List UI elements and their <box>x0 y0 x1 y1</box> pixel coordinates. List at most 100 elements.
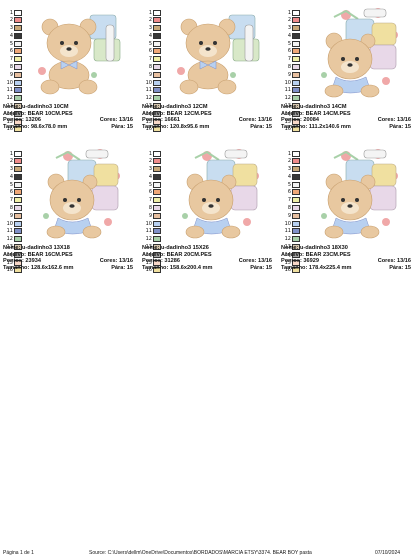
color-swatch-row: 15 <box>5 259 27 266</box>
swatch-color <box>292 95 300 102</box>
swatch-color <box>14 110 22 117</box>
pontos-label: Pontos: <box>281 258 302 265</box>
toy-block <box>93 163 119 187</box>
nome-label: Nome: <box>142 245 160 251</box>
swatch-color <box>153 103 161 110</box>
swatch-number: 2 <box>287 17 291 24</box>
swatch-number: 15 <box>6 259 13 266</box>
design-size: 128.6x162.6 mm <box>30 264 74 271</box>
color-swatch-row: 10 <box>144 79 166 86</box>
swatch-number: 16 <box>6 267 13 274</box>
color-swatch-row: 1 <box>5 150 27 157</box>
swatch-number: 3 <box>9 166 13 173</box>
color-swatch-row: 5 <box>144 181 166 188</box>
color-swatch-row: 11 <box>5 87 27 94</box>
swatch-number: 13 <box>6 103 13 110</box>
color-swatch-row: 11 <box>283 228 305 235</box>
color-swatch-row: 7 <box>283 56 305 63</box>
para-label: Pára: <box>250 123 265 130</box>
swatch-number: 12 <box>6 95 13 102</box>
color-swatch-row: 4 <box>5 173 27 180</box>
swatch-number: 8 <box>148 64 152 71</box>
color-swatch-row: 16 <box>283 267 305 274</box>
swatch-number: 7 <box>148 197 152 204</box>
stitch-count: 13206 <box>25 117 41 124</box>
color-swatch-row: 12 <box>5 236 27 243</box>
swatch-color <box>14 228 22 235</box>
color-swatch-row: 8 <box>144 205 166 212</box>
color-swatch-row: 4 <box>144 173 166 180</box>
design-info: Nome: u-dadinho3 15X26 Arquivo: BEAR 20C… <box>142 245 272 271</box>
swatch-color <box>14 197 22 204</box>
design-name: u-dadinho3 15X26 <box>160 245 209 251</box>
color-swatch-row: 16 <box>283 126 305 133</box>
color-swatch-row: 6 <box>283 189 305 196</box>
nome-label: Nome: <box>281 245 299 251</box>
stop-count: 15 <box>126 264 133 271</box>
stop-count: 15 <box>404 123 411 130</box>
swatch-number: 16 <box>6 126 13 133</box>
swatch-number: 11 <box>284 87 291 94</box>
swatch-number: 7 <box>9 56 13 63</box>
stitch-count: 36929 <box>303 258 319 265</box>
swatch-color <box>14 181 22 188</box>
swatch-color <box>292 236 300 243</box>
swatch-number: 16 <box>145 267 152 274</box>
swatch-color <box>292 259 300 266</box>
bear-design-image <box>321 8 398 98</box>
cores-label: Cores: <box>99 117 118 124</box>
swatch-color <box>153 267 161 274</box>
swatch-color <box>14 220 22 227</box>
arquivo-label: Arquivo: <box>281 251 304 258</box>
color-swatch-row: 14 <box>283 251 305 258</box>
cores-label: Cores: <box>377 258 396 265</box>
swatch-color <box>292 71 300 78</box>
design-name: u-dadinho3 13X18 <box>21 245 70 251</box>
color-swatch-row: 8 <box>283 64 305 71</box>
color-count: 13/16 <box>119 258 133 265</box>
swatch-color <box>14 212 22 219</box>
color-count: 13/16 <box>258 117 272 124</box>
swatch-color <box>14 158 22 165</box>
swatch-color <box>14 259 22 266</box>
swatch-number: 8 <box>9 205 13 212</box>
color-swatch-row: 9 <box>5 212 27 219</box>
color-swatch-row: 10 <box>5 220 27 227</box>
swatch-color <box>14 87 22 94</box>
swatch-color <box>14 251 22 258</box>
color-swatch-row: 15 <box>144 259 166 266</box>
stop-count: 15 <box>265 264 272 271</box>
design-preview <box>167 5 271 99</box>
swatch-number: 12 <box>145 236 152 243</box>
swatch-number: 10 <box>145 79 152 86</box>
swatch-color <box>292 64 300 71</box>
color-swatch-row: 8 <box>283 205 305 212</box>
swatch-number: 14 <box>6 110 13 117</box>
swatch-number: 9 <box>9 71 13 78</box>
swatch-color <box>14 205 22 212</box>
file-name: BEAR 16CM.PES <box>27 251 73 258</box>
swatch-number: 4 <box>9 173 13 180</box>
swatch-color <box>14 236 22 243</box>
swatch-number: 5 <box>148 181 152 188</box>
color-count: 13/16 <box>258 258 272 265</box>
swatch-color <box>292 56 300 63</box>
swatch-number: 9 <box>148 212 152 219</box>
design-name: u-dadinho3 12CM <box>160 104 208 110</box>
bear-design-image <box>177 14 260 95</box>
print-date: 07/10/2024 <box>375 550 401 556</box>
color-swatch-row: 2 <box>283 17 305 24</box>
pontos-label: Pontos: <box>281 117 302 124</box>
swatch-color <box>292 244 300 251</box>
swatch-color <box>292 166 300 173</box>
color-swatch-row: 14 <box>144 110 166 117</box>
color-swatch-row: 5 <box>5 40 27 47</box>
swatch-color <box>153 244 161 251</box>
color-swatch-list: 1 2 3 4 5 6 7 8 9 10 <box>283 9 305 134</box>
color-swatch-row: 6 <box>5 189 27 196</box>
toy-block <box>369 44 397 70</box>
swatch-number: 9 <box>148 71 152 78</box>
swatch-color <box>14 118 22 125</box>
swatch-color <box>14 173 22 180</box>
swatch-color <box>153 40 161 47</box>
